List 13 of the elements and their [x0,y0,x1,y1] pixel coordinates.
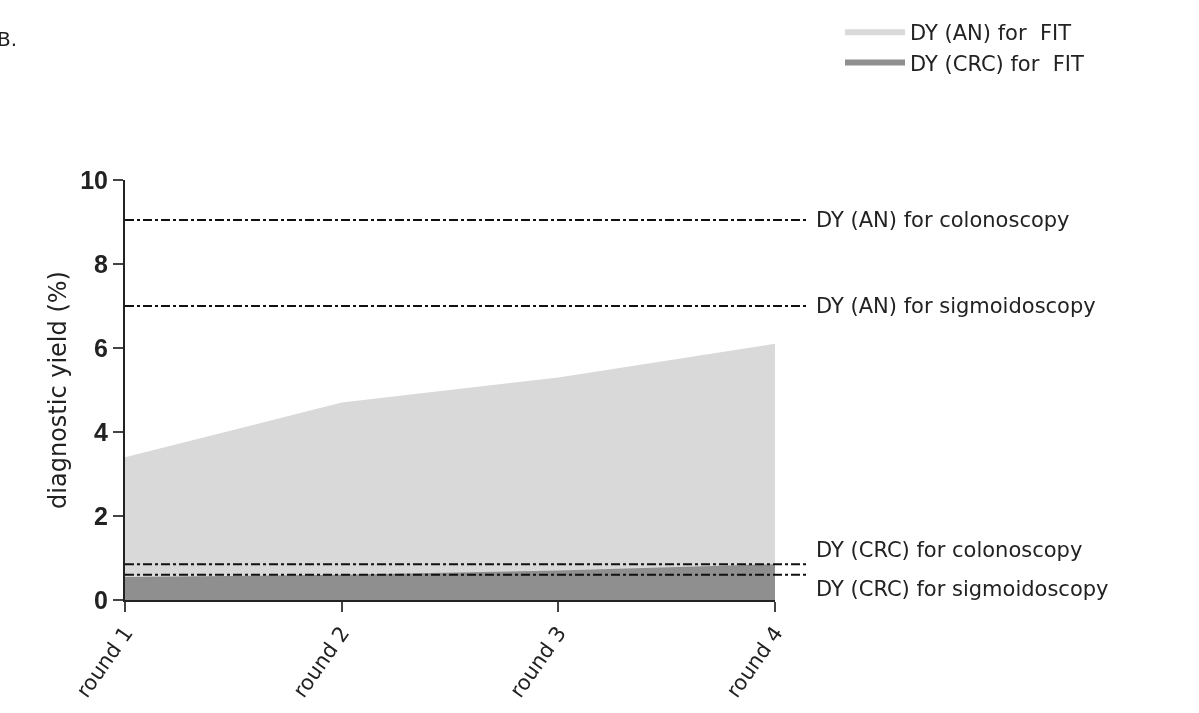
legend-label: DY (AN) for FIT [910,21,1072,46]
y-tick-label: 6 [94,333,108,362]
y-tick-label: 8 [94,249,109,278]
y-tick-label: 2 [94,501,108,530]
y-tick-label: 10 [80,165,108,194]
y-tick-label: 0 [94,585,108,614]
y-tick-label: 4 [94,417,109,446]
ref-line-label: DY (AN) for sigmoidoscopy [816,294,1096,318]
ref-line-label: DY (CRC) for sigmoidoscopy [816,577,1109,601]
ref-line-label: DY (AN) for colonoscopy [816,208,1070,232]
legend-label: DY (CRC) for FIT [910,51,1084,76]
ref-line-label: DY (CRC) for colonoscopy [816,538,1083,562]
y-axis-title: diagnostic yield (%) [44,271,72,509]
